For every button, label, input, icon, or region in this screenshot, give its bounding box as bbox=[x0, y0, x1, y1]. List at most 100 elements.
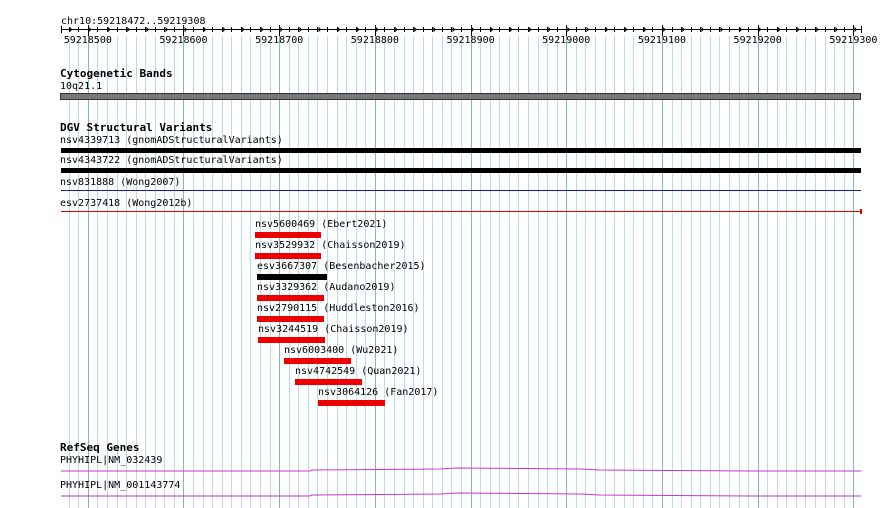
ruler-chevron bbox=[853, 29, 857, 32]
variant-bar[interactable] bbox=[257, 316, 324, 322]
ruler-chevron bbox=[700, 27, 704, 30]
variant-bar[interactable] bbox=[284, 358, 351, 364]
ruler-chevron bbox=[834, 29, 838, 32]
ruler-chevron bbox=[413, 29, 417, 32]
ruler-tick-label: 59218500 bbox=[63, 35, 112, 46]
ruler-chevron bbox=[720, 27, 723, 30]
ruler-chevron bbox=[298, 29, 302, 32]
gene-intron-line[interactable] bbox=[61, 492, 861, 497]
ruler-chevron bbox=[88, 29, 92, 32]
ruler-chevron bbox=[739, 29, 742, 32]
cytoband-track-title: Cytogenetic Bands bbox=[60, 67, 173, 80]
ruler-chevron bbox=[279, 29, 283, 32]
variant-bar[interactable] bbox=[255, 253, 321, 259]
ruler-chevron bbox=[528, 29, 532, 32]
ruler-tick-label: 59218900 bbox=[446, 35, 495, 46]
ruler-tick-label: 59219300 bbox=[829, 35, 878, 46]
region-label: chr10:59218472..59219308 bbox=[61, 16, 206, 27]
ruler-chevron bbox=[394, 29, 398, 32]
ruler-chevron bbox=[796, 29, 800, 32]
gene-intron-line[interactable] bbox=[61, 467, 861, 472]
ruler-chevron bbox=[605, 29, 608, 32]
ruler-chevron bbox=[126, 29, 130, 32]
variant-bar[interactable] bbox=[61, 148, 861, 153]
variant-label[interactable]: nsv4343722 (gnomADStructuralVariants) bbox=[60, 155, 283, 166]
cytoband-name[interactable]: 10q21.1 bbox=[60, 81, 103, 92]
ruler-chevron bbox=[164, 29, 168, 32]
cytoband-bar[interactable] bbox=[60, 93, 861, 100]
variant-label[interactable]: nsv3244519 (Chaisson2019) bbox=[258, 324, 409, 335]
ruler-chevron bbox=[528, 27, 532, 30]
ruler-chevron bbox=[547, 29, 551, 32]
ruler-chevron bbox=[815, 29, 819, 32]
ruler-tick-label: 59219200 bbox=[733, 35, 782, 46]
ruler-chevron bbox=[184, 29, 187, 32]
variant-label[interactable]: nsv3329362 (Audano2019) bbox=[257, 282, 396, 293]
ruler-chevron bbox=[222, 29, 226, 32]
ruler-chevron bbox=[796, 27, 800, 30]
ruler-chevron bbox=[260, 29, 264, 32]
ruler-chevron bbox=[471, 29, 474, 32]
ruler-tick-label: 59218600 bbox=[159, 35, 208, 46]
variant-bar[interactable] bbox=[318, 400, 385, 406]
ruler-chevron bbox=[107, 29, 111, 32]
ruler-chevron bbox=[375, 29, 379, 32]
ruler-chevron bbox=[834, 27, 838, 30]
ruler-chevron bbox=[739, 27, 742, 30]
ruler-chevron bbox=[432, 29, 436, 32]
ruler-chevron bbox=[815, 27, 819, 30]
ruler-chevron bbox=[547, 27, 551, 30]
ruler-chevron bbox=[566, 29, 570, 32]
variant-bar[interactable] bbox=[295, 379, 362, 385]
variant-bar[interactable] bbox=[255, 232, 321, 238]
variant-bar[interactable] bbox=[61, 168, 861, 173]
ruler-chevron bbox=[356, 29, 360, 32]
ruler-chevron bbox=[758, 27, 762, 30]
ruler-chevron bbox=[586, 29, 589, 32]
ruler-chevron bbox=[452, 29, 455, 32]
gene-label[interactable]: PHYHIPL|NM_032439 bbox=[60, 455, 163, 466]
ruler-chevron bbox=[145, 29, 149, 32]
ruler-tick-label: 59219100 bbox=[637, 35, 687, 46]
variant-bar[interactable] bbox=[258, 337, 325, 343]
ruler-chevron bbox=[624, 27, 628, 30]
variant-label[interactable]: nsv2790115 (Huddleston2016) bbox=[257, 303, 420, 314]
ruler-chevron bbox=[318, 29, 321, 32]
ruler-chevron bbox=[643, 29, 647, 32]
variant-label[interactable]: nsv3529932 (Chaisson2019) bbox=[255, 240, 406, 251]
variant-label[interactable]: nsv5600469 (Ebert2021) bbox=[255, 219, 388, 230]
ruler-chevron bbox=[566, 27, 570, 30]
variant-label[interactable]: esv3667307 (Besenbacher2015) bbox=[257, 261, 426, 272]
ruler-chevron bbox=[777, 29, 781, 32]
ruler-chevron bbox=[203, 29, 206, 32]
ruler-chevron bbox=[720, 29, 723, 32]
ruler-tick-label: 59219000 bbox=[542, 35, 591, 46]
ruler-chevron bbox=[662, 29, 666, 32]
variant-bar[interactable] bbox=[61, 190, 861, 191]
ruler-chevron bbox=[69, 29, 73, 32]
ruler-chevron bbox=[777, 27, 781, 30]
variant-label[interactable]: nsv831888 (Wong2007) bbox=[60, 177, 181, 188]
ruler-chevron bbox=[337, 29, 340, 32]
ruler-chevron bbox=[681, 27, 685, 30]
ruler-chevron bbox=[605, 27, 608, 30]
variant-label[interactable]: esv2737418 (Wong2012b) bbox=[60, 198, 193, 209]
variant-bar[interactable] bbox=[61, 211, 861, 212]
variant-label[interactable]: nsv3064126 (Fan2017) bbox=[318, 387, 439, 398]
refseq-track-title: RefSeq Genes bbox=[60, 441, 140, 454]
ruler-chevron bbox=[509, 29, 513, 32]
variant-bar[interactable] bbox=[257, 295, 324, 301]
ruler-chevron bbox=[241, 29, 245, 32]
variant-label[interactable]: nsv4742549 (Quan2021) bbox=[295, 366, 422, 377]
gene-label[interactable]: PHYHIPL|NM_001143774 bbox=[60, 480, 181, 491]
ruler-chevron bbox=[624, 29, 628, 32]
variant-label[interactable]: nsv6003400 (Wu2021) bbox=[284, 345, 399, 356]
variant-label[interactable]: nsv4339713 (gnomADStructuralVariants) bbox=[60, 135, 283, 146]
variant-bar[interactable] bbox=[257, 274, 327, 280]
ruler-chevron bbox=[681, 29, 685, 32]
ruler-chevron bbox=[643, 27, 647, 30]
ruler-tick-label: 59218700 bbox=[255, 35, 304, 46]
ruler-tick-label: 59218800 bbox=[350, 35, 399, 46]
ruler-chevron bbox=[586, 27, 589, 30]
